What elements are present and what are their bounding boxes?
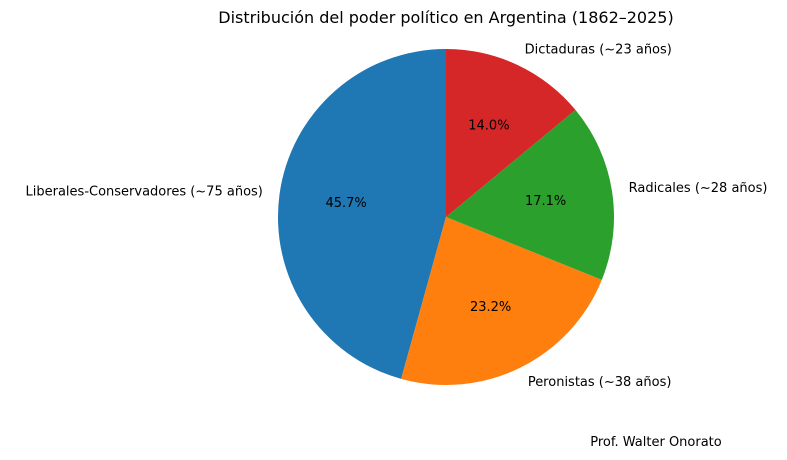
- slice-label-radicales: Radicales (~28 años): [629, 181, 768, 196]
- slice-labels: Liberales-Conservadores (~75 años) Peroni…: [26, 42, 768, 390]
- slice-percent-peronistas: 23.2%: [470, 300, 511, 315]
- slice-label-dictaduras: Dictaduras (~23 años): [525, 42, 672, 57]
- pie-slice-dictaduras: [446, 49, 576, 217]
- chart-title: Distribución del poder político en Argen…: [218, 8, 673, 27]
- slice-percent-liberales-conservadores: 45.7%: [325, 196, 366, 211]
- slice-percent-labels: 45.7% 23.2% 17.1% 14.0%: [325, 118, 566, 315]
- author-credit: Prof. Walter Onorato: [590, 435, 722, 450]
- slice-percent-radicales: 17.1%: [525, 194, 566, 209]
- pie-slices: [277, 49, 615, 386]
- slice-label-liberales-conservadores: Liberales-Conservadores (~75 años): [26, 185, 263, 200]
- slice-percent-dictaduras: 14.0%: [468, 118, 509, 133]
- pie-slice-radicales: [446, 109, 615, 280]
- slice-label-peronistas: Peronistas (~38 años): [528, 375, 672, 390]
- pie-slice-peronistas: [401, 217, 602, 386]
- pie-slice-liberales-conservadores: [277, 49, 446, 379]
